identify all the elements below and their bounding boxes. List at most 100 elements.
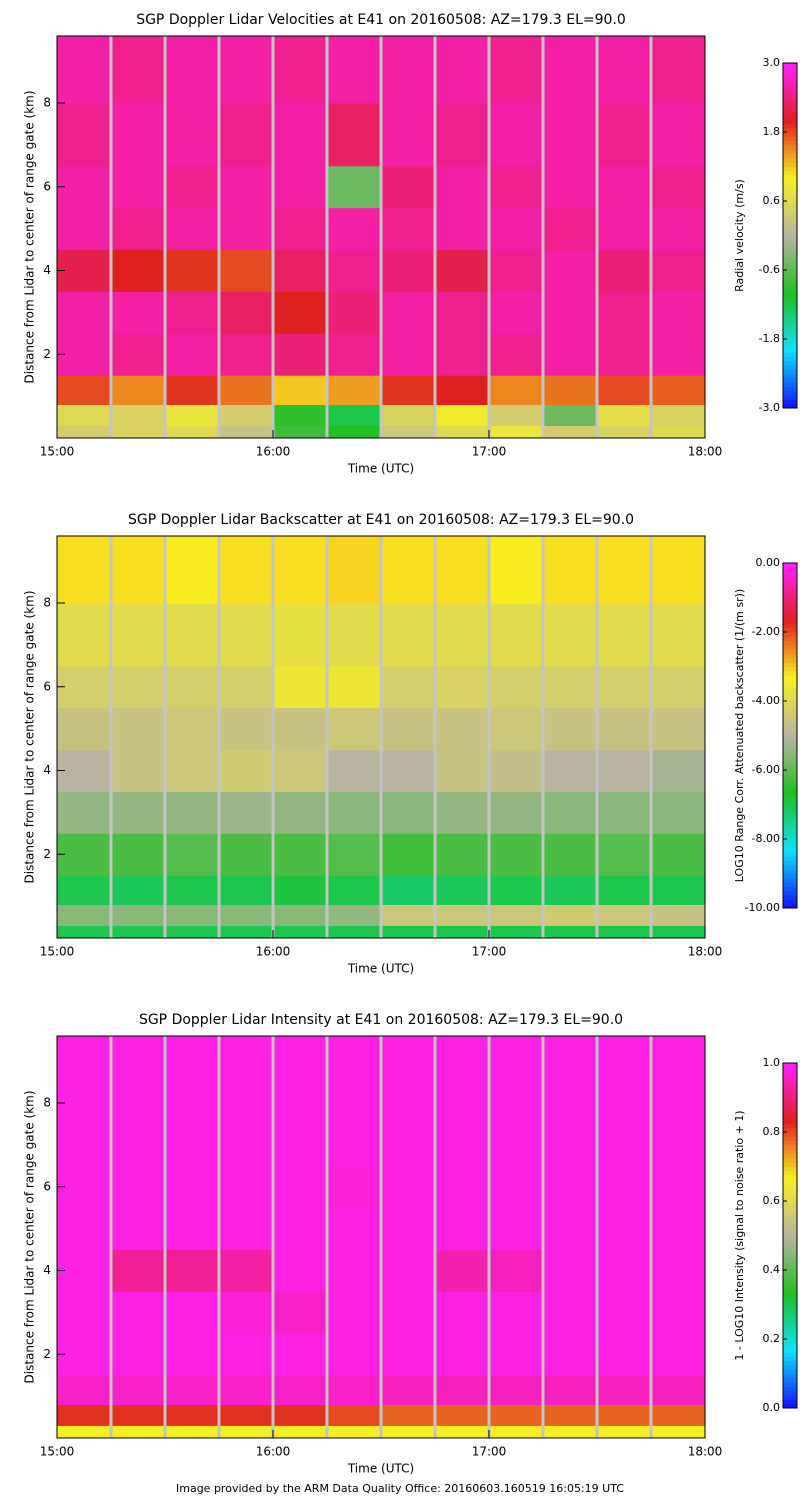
heatmap-cell [435,536,490,604]
heatmap-cell [165,707,220,751]
colorbar-swatch [783,1144,797,1150]
heatmap-cell [57,333,112,376]
colorbar-swatch [783,97,797,103]
chart-title: SGP Doppler Lidar Intensity at E41 on 20… [139,1012,623,1028]
colorbar-swatch [783,739,797,745]
heatmap-cell [543,103,598,167]
heatmap-cell [57,207,112,251]
colorbar-swatch [783,692,797,698]
colorbar-swatch [783,209,797,215]
heatmap-cell [435,833,490,876]
heatmap-cell [327,249,382,292]
heatmap-cell [327,603,382,667]
heatmap-cell [651,1333,706,1376]
heatmap-cell [165,1036,220,1104]
colorbar-swatch [783,1313,797,1318]
colorbar-swatch [783,1088,797,1094]
heatmap-cell [273,791,328,834]
heatmap-cell [219,249,274,292]
heatmap-cell [327,1103,382,1167]
heatmap-cell [381,375,436,405]
x-tick-label: 17:00 [472,945,507,959]
heatmap-cell [543,904,598,926]
heatmap-cell [597,165,652,209]
heatmap-cell [489,707,544,751]
heatmap-cell [597,1333,652,1376]
heatmap-cell [111,425,166,439]
colorbar-swatch [783,563,797,568]
heatmap-cell [651,375,706,405]
heatmap-cell [435,404,490,426]
colorbar-swatch [783,804,797,810]
colorbar-swatch [783,765,797,771]
heatmap-cell [651,791,706,834]
colorbar-label: LOG10 Range Corr. Attenuated backscatter… [733,589,746,882]
heatmap-cell [489,103,544,167]
heatmap-cell [111,904,166,926]
heatmap-cell [651,1036,706,1104]
colorbar-swatch [783,1317,797,1323]
heatmap-cell [597,536,652,604]
colorbar-label: 1 - LOG10 Intensity (signal to noise rat… [733,1110,746,1360]
heatmap-cell [57,375,112,405]
colorbar-tick-label: 0.8 [763,1125,781,1138]
colorbar-swatch [783,1382,797,1387]
heatmap-cell [57,791,112,834]
heatmap-cell [57,925,112,939]
x-tick-label: 15:00 [40,945,75,959]
heatmap-cell [651,103,706,167]
heatmap-cell [543,249,598,292]
heatmap-cell [273,425,328,439]
heatmap-cell [273,333,328,376]
heatmap-cell [381,1165,436,1209]
colorbar-swatch [783,735,797,741]
heatmap-cell [327,1375,382,1405]
colorbar-swatch [783,201,797,206]
heatmap-cell [489,165,544,209]
heatmap-cell [327,1036,382,1104]
colorbar-swatch [783,821,797,827]
heatmap-cell [327,1291,382,1334]
heatmap-cell [165,665,220,709]
colorbar-swatch [783,1231,797,1236]
heatmap-cell [57,103,112,167]
heatmap-cell [327,665,382,709]
colorbar-swatch [783,300,797,305]
colorbar-swatch [783,610,797,616]
heatmap-cell [111,603,166,667]
colorbar-swatch [783,1326,797,1331]
colorbar-swatch [783,101,797,107]
heatmap-cell [165,1207,220,1251]
heatmap-cell [597,791,652,834]
colorbar-swatch [783,1175,797,1180]
heatmap-cell [219,291,274,334]
colorbar-swatch [783,170,797,176]
colorbar-swatch [783,778,797,784]
heatmap-cell [435,1375,490,1405]
colorbar-swatch [783,231,797,236]
heatmap-cell [219,875,274,905]
colorbar-swatch [783,308,797,314]
colorbar-swatch [783,843,797,849]
colorbar-swatch [783,593,797,598]
colorbar-swatch [783,649,797,655]
colorbar-swatch [783,1399,797,1405]
colorbar-swatch [783,153,797,159]
heatmap-cell [381,425,436,439]
colorbar-swatch [783,403,797,409]
heatmap-cell [273,375,328,405]
heatmap-cell [651,665,706,709]
heatmap-cell [489,1404,544,1426]
heatmap-cell [597,833,652,876]
heatmap-cell [57,1165,112,1209]
colorbar-swatch [783,334,797,340]
heatmap-cell [165,425,220,439]
heatmap-cell [651,925,706,939]
heatmap-cell [219,165,274,209]
heatmap-cell [219,1425,274,1439]
colorbar-swatch [783,63,797,68]
colorbar-swatch [783,813,797,818]
colorbar-swatch [783,1235,797,1241]
heatmap-cell [543,833,598,876]
colorbar-swatch [783,580,797,586]
